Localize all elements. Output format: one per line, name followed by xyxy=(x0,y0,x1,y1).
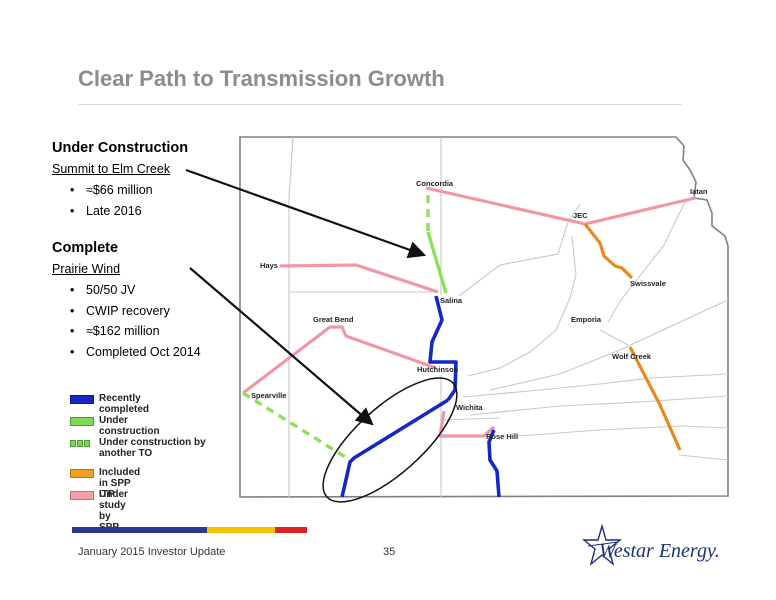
complete-heading: Complete xyxy=(52,240,119,256)
westar-star-logo-icon xyxy=(582,524,622,566)
line-jec-iatan xyxy=(584,196,696,226)
bullet-item: ≈$162 million xyxy=(52,321,201,342)
state-border xyxy=(239,136,729,498)
city-hutchinson: Hutchinson xyxy=(417,365,459,374)
line-concordia-jec xyxy=(425,186,586,226)
bullet-item: ≈$66 million xyxy=(52,180,188,201)
bullet-item: 50/50 JV xyxy=(52,280,201,301)
bullet-item: CWIP recovery xyxy=(52,301,201,322)
footer-bar-red xyxy=(275,527,307,533)
legend-swatch-green xyxy=(70,417,94,426)
city-salina: Salina xyxy=(440,296,463,305)
city-wichita: Wichita xyxy=(456,403,483,412)
page-title: Clear Path to Transmission Growth xyxy=(78,66,445,91)
line-summit-elm-creek xyxy=(426,231,448,294)
line-hays-salina xyxy=(279,263,439,294)
legend-swatch-pink xyxy=(70,491,94,500)
line-prairie-wind xyxy=(340,398,449,498)
city-wolf-creek: Wolf Creek xyxy=(612,352,652,361)
complete-bullets: 50/50 JV CWIP recovery ≈$162 million Com… xyxy=(52,280,201,362)
under-construction-block: Under Construction Summit to Elm Creek ≈… xyxy=(52,140,188,221)
city-iatan: Iatan xyxy=(690,187,708,196)
under-construction-heading: Under Construction xyxy=(52,140,189,156)
city-great-bend: Great Bend xyxy=(313,315,354,324)
city-concordia: Concordia xyxy=(416,179,454,188)
city-rose-hill: Rose Hill xyxy=(486,432,518,441)
complete-block: Complete Prairie Wind 50/50 JV CWIP reco… xyxy=(52,240,201,362)
city-emporia: Emporia xyxy=(571,315,602,324)
bullet-item: Late 2016 xyxy=(52,201,188,222)
city-jec: JEC xyxy=(573,211,588,220)
legend-swatch-orange xyxy=(70,469,94,478)
footer-bar-blue xyxy=(72,527,207,533)
city-hays: Hays xyxy=(260,261,278,270)
bullet-item: Completed Oct 2014 xyxy=(52,342,201,363)
title-divider xyxy=(78,104,682,105)
westar-energy-logo-text: Westar Energy. xyxy=(599,540,720,562)
city-swissvale: Swissvale xyxy=(630,279,666,288)
under-construction-other-to xyxy=(242,195,430,462)
arrow-to-summit-elm-creek xyxy=(185,168,427,259)
spp-itp-lines xyxy=(583,223,682,451)
line-wolfcreek-south xyxy=(628,346,682,451)
line-salina-hutchinson xyxy=(428,295,458,402)
legend-swatch-green-dashed xyxy=(70,439,92,447)
under-study-lines xyxy=(242,186,696,438)
under-construction-bullets: ≈$66 million Late 2016 xyxy=(52,180,188,221)
line-wichita-rosehill xyxy=(438,410,496,438)
region-lines xyxy=(288,136,729,497)
line-spearville-greatbend xyxy=(242,325,437,395)
legend-swatch-blue xyxy=(70,395,94,404)
footer-investor-update: January 2015 Investor Update xyxy=(78,546,226,558)
project-prairie-wind: Prairie Wind xyxy=(52,262,121,276)
line-rosehill-south xyxy=(487,429,501,498)
arrow-to-prairie-wind xyxy=(189,267,374,426)
project-summit-elm-creek: Summit to Elm Creek xyxy=(52,162,171,176)
page-number: 35 xyxy=(383,546,396,558)
footer-bar-yellow xyxy=(207,527,275,533)
city-labels: Concordia Iatan JEC Hays Swissvale Salin… xyxy=(251,179,708,441)
line-jec-swissvale xyxy=(583,223,634,280)
recently-completed-lines xyxy=(340,295,501,498)
city-spearville: Spearville xyxy=(251,391,286,400)
